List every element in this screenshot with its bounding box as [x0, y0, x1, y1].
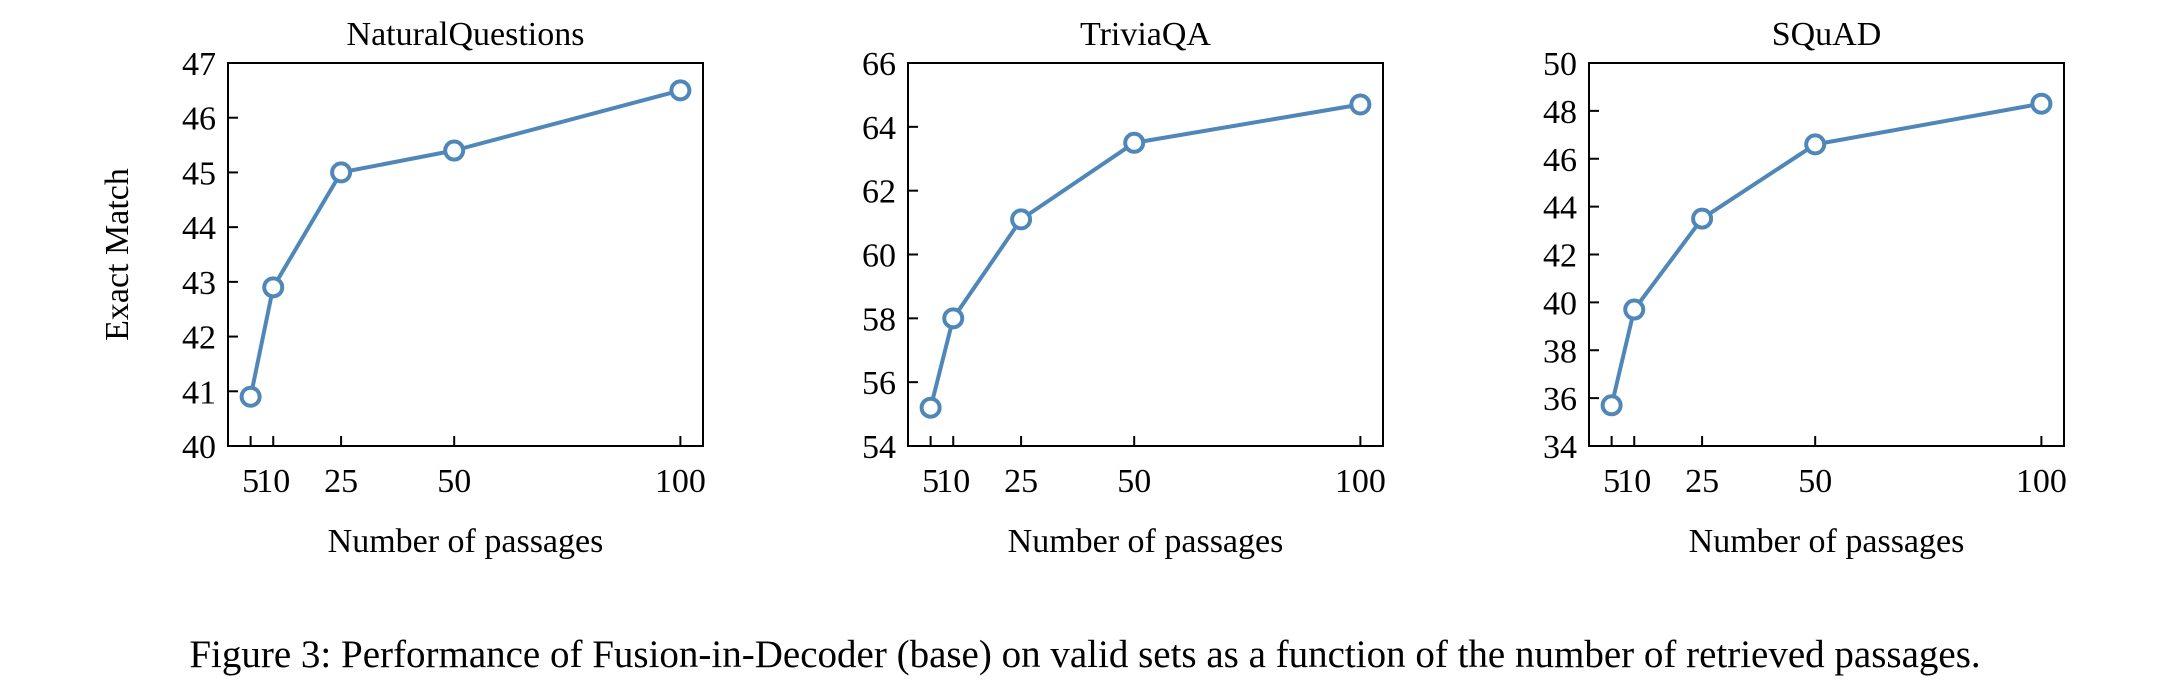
series-line: [1609, 101, 2042, 406]
data-point: [942, 307, 965, 330]
data-point: [669, 79, 692, 102]
x-tick-label: 100: [655, 463, 706, 500]
y-tick-label: 40: [1543, 285, 1577, 322]
y-tick-label: 42: [182, 320, 216, 357]
subplot-title: SQuAD: [1772, 16, 1882, 53]
y-tick-label: 58: [862, 301, 896, 338]
y-tick-label: 40: [182, 429, 216, 466]
x-axis-label: Number of passages: [1008, 523, 1284, 560]
x-tick-label: 50: [1798, 463, 1832, 500]
data-point: [262, 276, 285, 299]
data-point: [1349, 93, 1372, 116]
axes-frame: [1588, 62, 2065, 447]
x-tick-label: 5: [242, 463, 259, 500]
y-tick-label: 44: [1543, 190, 1577, 227]
y-tick-label: 64: [862, 110, 896, 147]
series-line: [928, 102, 1361, 409]
series-line: [248, 88, 681, 398]
y-tick-label: 34: [1543, 429, 1577, 466]
data-point: [2030, 92, 2053, 115]
x-tick-label: 5: [1603, 463, 1620, 500]
y-tick-label: 60: [862, 238, 896, 275]
x-axis-label: Number of passages: [328, 523, 604, 560]
subplot-3: 34 36 38 40 42 44 46 48 50 510 25 50 100 SQuAD Number …: [1543, 16, 2067, 560]
y-tick-label: 54: [862, 429, 896, 466]
x-tick-label: 25: [324, 463, 358, 500]
y-tick-label: 46: [182, 101, 216, 138]
subplot-title: TriviaQA: [1080, 16, 1211, 53]
y-tick-label: 66: [862, 46, 896, 83]
y-tick-label: 46: [1543, 142, 1577, 179]
x-axis-label: Number of passages: [1689, 523, 1965, 560]
y-tick-label: 45: [182, 155, 216, 192]
y-tick-label: 38: [1543, 333, 1577, 370]
subplot-1: 40 41 42 43 44 45 46 47 510 25 50 100 NaturalQuestio…: [99, 16, 706, 560]
y-tick-label: 47: [182, 46, 216, 83]
x-tick-label: 50: [1117, 463, 1151, 500]
axes-frame: [907, 62, 1384, 447]
data-point: [1123, 131, 1146, 154]
data-point: [1691, 207, 1714, 230]
data-point: [919, 396, 942, 419]
x-tick-label: 5: [922, 463, 939, 500]
axes-frame: [227, 62, 704, 447]
data-point: [1623, 298, 1646, 321]
x-tick-label: 10: [1617, 463, 1651, 500]
y-tick-label: 43: [182, 265, 216, 302]
y-tick-label: 36: [1543, 381, 1577, 418]
y-tick-label: 48: [1543, 94, 1577, 131]
x-tick-label: 25: [1685, 463, 1719, 500]
x-tick-label: 100: [1335, 463, 1386, 500]
data-point: [239, 385, 262, 408]
x-tick-label: 10: [256, 463, 290, 500]
data-point: [1010, 208, 1033, 231]
data-point: [1600, 394, 1623, 417]
x-tick-label: 50: [437, 463, 471, 500]
y-tick-label: 50: [1543, 46, 1577, 83]
y-tick-label: 62: [862, 174, 896, 211]
y-tick-label: 42: [1543, 238, 1577, 275]
y-tick-label: 41: [182, 374, 216, 411]
x-tick-label: 25: [1004, 463, 1038, 500]
data-point: [330, 161, 353, 184]
subplot-2: 54 56 58 60 62 64 66 510 25 50 100 TriviaQA Number o…: [862, 16, 1386, 560]
y-axis-label: Exact Match: [99, 168, 136, 341]
figure-caption: Figure 3: Performance of Fusion-in-Decod…: [189, 633, 1981, 676]
subplot-title: NaturalQuestions: [347, 16, 585, 53]
x-tick-label: 100: [2016, 463, 2067, 500]
y-tick-label: 44: [182, 210, 216, 247]
data-point: [1804, 133, 1827, 156]
y-tick-label: 56: [862, 365, 896, 402]
x-tick-label: 10: [936, 463, 970, 500]
data-point: [443, 139, 466, 162]
